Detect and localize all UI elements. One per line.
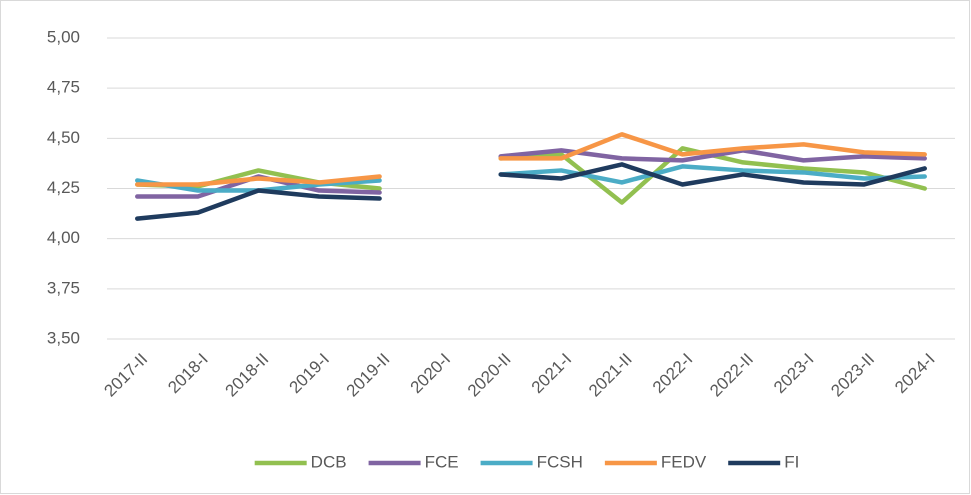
legend-label: FCE xyxy=(425,452,459,471)
y-tick-label: 4,25 xyxy=(47,178,80,197)
series-line xyxy=(135,162,927,221)
y-tick-label: 4,75 xyxy=(47,78,80,97)
legend-item: FEDV xyxy=(604,452,707,471)
legend-label: FEDV xyxy=(661,452,707,471)
y-tick-label: 5,00 xyxy=(47,27,80,46)
legend-item: DCB xyxy=(254,452,347,471)
legend-item: FI xyxy=(728,452,799,471)
series-line xyxy=(135,132,927,187)
y-tick-label: 4,50 xyxy=(47,128,80,147)
legend-label: DCB xyxy=(311,452,347,471)
y-tick-label: 4,00 xyxy=(47,228,80,247)
legend-label: FCSH xyxy=(537,452,583,471)
legend: DCB FCE FCSH FEDV FI xyxy=(254,452,799,471)
legend-item: FCSH xyxy=(480,452,583,471)
y-tick-label: 3,75 xyxy=(47,278,80,297)
legend-label: FI xyxy=(784,452,799,471)
y-tick-label: 3,50 xyxy=(47,328,80,347)
legend-item: FCE xyxy=(368,452,459,471)
